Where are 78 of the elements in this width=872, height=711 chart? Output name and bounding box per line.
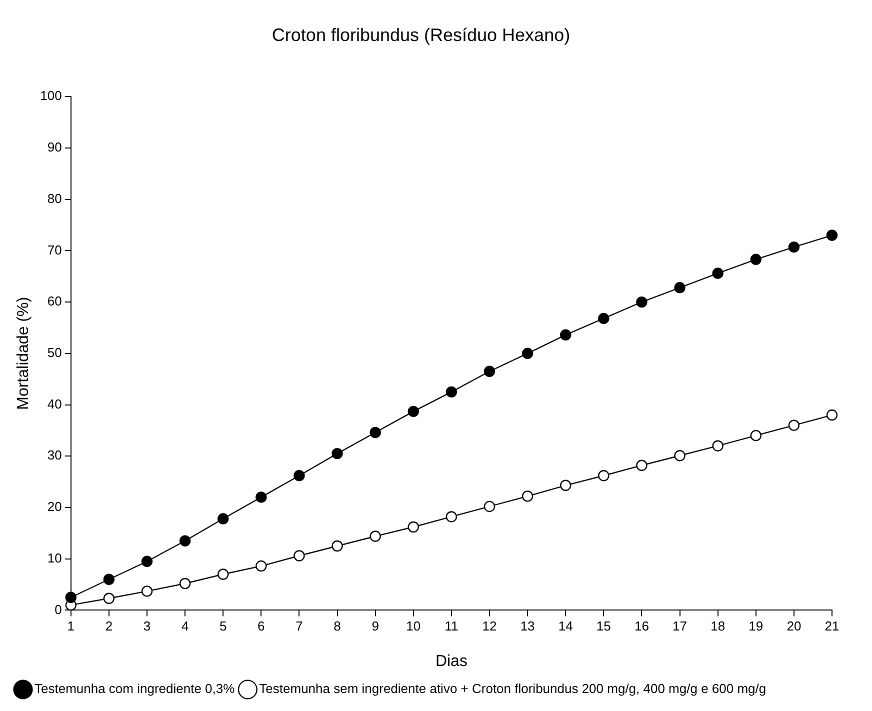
point: [712, 268, 724, 279]
x-axis-title: Dias: [435, 652, 468, 670]
y-tick-label: 100: [40, 88, 62, 104]
point: [484, 366, 496, 377]
x-tick-label: 7: [296, 618, 303, 634]
x-tick-label: 21: [824, 618, 840, 634]
x-tick-label: 9: [372, 618, 379, 634]
point: [103, 574, 115, 585]
x-tick-label: 1: [67, 618, 75, 634]
point: [788, 420, 800, 431]
point: [256, 560, 267, 572]
y-tick-label: 20: [47, 499, 62, 514]
point: [141, 556, 153, 568]
x-tick-label: 12: [482, 618, 497, 634]
point: [332, 448, 343, 460]
point: [370, 530, 381, 542]
point: [636, 296, 648, 308]
point: [65, 592, 76, 603]
x-tick-label: 3: [143, 618, 151, 634]
x-tick-label: 8: [334, 618, 341, 634]
point: [446, 511, 458, 522]
x-tick-label: 14: [558, 618, 573, 634]
point: [636, 460, 648, 471]
x-tick-label: 19: [748, 618, 764, 634]
point: [674, 282, 686, 294]
point: [560, 329, 572, 341]
point: [179, 535, 191, 546]
point: [598, 312, 610, 324]
point: [826, 409, 838, 421]
point: [141, 586, 153, 597]
point: [522, 490, 534, 502]
y-tick-label: 60: [47, 294, 62, 309]
x-tick-label: 11: [444, 618, 458, 634]
x-tick-label: 4: [181, 618, 189, 634]
x-tick-label: 5: [219, 618, 227, 634]
x-tick-label: 17: [672, 618, 688, 634]
y-axis-title: Mortalidade (%): [15, 296, 32, 410]
chart-title: Croton floribundus (Resíduo Hexano): [272, 24, 570, 45]
point: [598, 470, 610, 482]
legend-label: Testemunha sem ingrediente ativo + Croton floribundus 200 mg/g, 400 mg/g e 600 mg/g: [259, 681, 766, 696]
point: [750, 430, 762, 442]
point: [446, 386, 458, 398]
point: [370, 426, 381, 438]
point: [103, 592, 115, 604]
y-tick-label: 30: [47, 448, 62, 463]
point: [522, 348, 534, 359]
point: [408, 406, 419, 418]
y-tick-label: 90: [47, 140, 62, 155]
point: [712, 440, 724, 452]
point: [674, 450, 686, 462]
point: [332, 540, 343, 552]
x-tick-label: 13: [520, 618, 535, 634]
x-tick-label: 6: [258, 618, 265, 634]
x-tick-label: 2: [105, 618, 113, 634]
x-tick-label: 20: [786, 618, 802, 634]
x-tick-label: 10: [406, 618, 421, 634]
point: [826, 230, 838, 241]
point: [560, 480, 572, 491]
point: [408, 521, 419, 533]
point: [484, 500, 496, 512]
x-tick-label: 15: [596, 618, 611, 634]
y-tick-label: 10: [47, 550, 62, 566]
x-tick-label: 16: [634, 618, 649, 634]
y-tick-label: 0: [54, 602, 62, 617]
y-tick-label: 50: [47, 344, 62, 360]
y-tick-label: 80: [47, 190, 62, 206]
x-tick-label: 18: [710, 618, 726, 634]
point: [256, 492, 267, 503]
point: [179, 578, 191, 590]
point: [750, 254, 762, 266]
point: [218, 568, 229, 580]
point: [788, 241, 800, 253]
point: [218, 513, 229, 524]
y-tick-label: 40: [47, 396, 62, 412]
point: [294, 470, 305, 482]
legend-label: Testemunha com ingrediente 0,3%: [34, 681, 236, 696]
point: [294, 550, 305, 562]
y-tick-label: 70: [47, 242, 62, 258]
